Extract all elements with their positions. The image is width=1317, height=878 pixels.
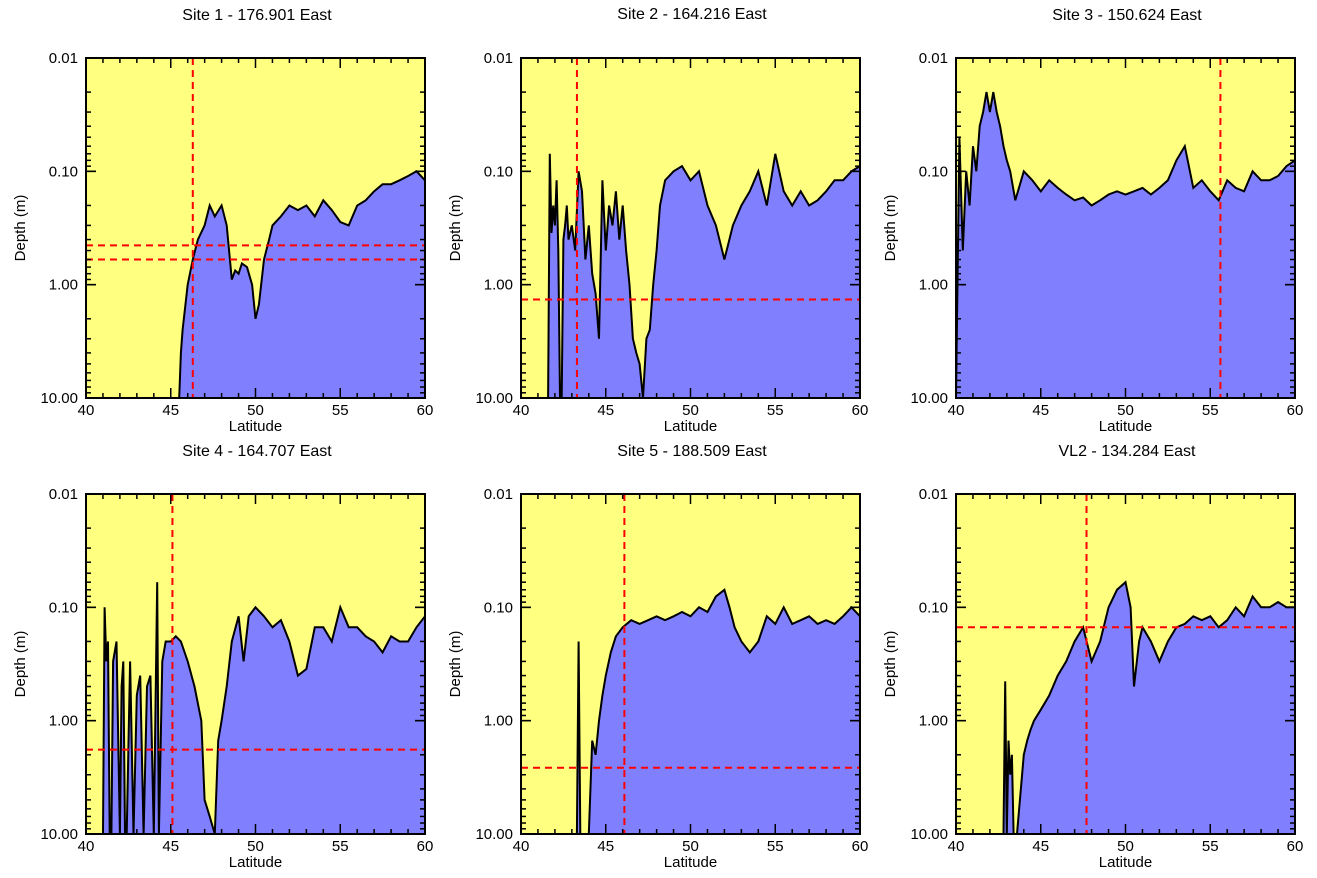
y-tick-label: 0.01: [49, 486, 78, 503]
x-axis-label: Latitude: [1099, 854, 1152, 871]
x-tick-label: 60: [1287, 838, 1304, 855]
depth-area: [1003, 582, 1295, 834]
chart-panel-1: Site 1 - 176.901 East 40 45 50 55 60 0.01 0.10…: [0, 0, 440, 440]
y-tick-label: 0.10: [49, 163, 78, 180]
chart-svg: 40 45 50 55 60 0.01 0.10 1.00 10.00 Latitude Depth…: [882, 486, 1304, 871]
y-tick-label: 1.00: [484, 277, 513, 294]
y-tick-label: 1.00: [919, 277, 948, 294]
depth-profile-line: [102, 582, 426, 835]
depth-area: [179, 171, 425, 398]
y-tick-label: 0.10: [49, 599, 78, 616]
y-axis-label: Depth (m): [447, 631, 464, 698]
chart-title: VL2 - 134.284 East: [1058, 443, 1196, 460]
x-tick-label: 60: [417, 402, 434, 419]
x-tick-label: 55: [1202, 402, 1219, 419]
x-tick-label: 60: [852, 402, 869, 419]
x-tick-label: 50: [682, 402, 699, 419]
chart-panel-2: Site 2 - 164.216 East 40 45 50 55 60 0.01 0.10…: [435, 0, 875, 440]
chart-title: Site 1 - 176.901 East: [182, 7, 332, 24]
y-tick-label: 10.00: [40, 826, 78, 843]
x-tick-label: 45: [597, 838, 614, 855]
y-tick-label: 10.00: [910, 390, 948, 407]
y-axis-label: Depth (m): [447, 195, 464, 262]
x-tick-label: 40: [948, 838, 965, 855]
x-tick-label: 40: [78, 838, 95, 855]
x-tick-label: 45: [597, 402, 614, 419]
y-tick-label: 10.00: [475, 390, 513, 407]
y-tick-label: 0.10: [919, 163, 948, 180]
y-tick-label: 10.00: [475, 826, 513, 843]
depth-area: [956, 92, 1295, 398]
x-tick-label: 50: [682, 838, 699, 855]
y-axis-label: Depth (m): [882, 631, 899, 698]
depth-area: [576, 589, 860, 834]
x-tick-label: 50: [247, 838, 264, 855]
x-tick-label: 60: [852, 838, 869, 855]
y-tick-label: 0.01: [484, 486, 513, 503]
y-tick-label: 0.10: [484, 163, 513, 180]
x-tick-label: 50: [1117, 838, 1134, 855]
chart-svg: 40 45 50 55 60 0.01 0.10 1.00 10.00 Latitude Depth…: [447, 50, 869, 435]
x-axis-label: Latitude: [229, 854, 282, 871]
y-tick-label: 0.01: [919, 50, 948, 67]
chart-panel-5: Site 5 - 188.509 East 40 45 50 55 60 0.01 0.10…: [435, 436, 875, 876]
x-tick-label: 60: [1287, 402, 1304, 419]
depth-profile-line: [955, 91, 1296, 399]
chart-svg: 40 45 50 55 60 0.01 0.10 1.00 10.00 Latitude Depth…: [12, 50, 434, 435]
y-axis-label: Depth (m): [12, 631, 29, 698]
x-axis-label: Latitude: [1099, 418, 1152, 435]
x-tick-label: 40: [78, 402, 95, 419]
chart-title: Site 5 - 188.509 East: [617, 443, 767, 460]
x-tick-label: 40: [513, 838, 530, 855]
chart-title: Site 3 - 150.624 East: [1052, 7, 1202, 24]
x-tick-label: 45: [162, 402, 179, 419]
x-tick-label: 55: [332, 838, 349, 855]
depth-profile-line: [178, 170, 426, 399]
x-tick-label: 45: [1032, 838, 1049, 855]
depth-profile-line: [547, 153, 861, 399]
depth-area: [548, 153, 860, 398]
x-tick-label: 50: [1117, 402, 1134, 419]
y-tick-label: 0.10: [919, 599, 948, 616]
x-tick-label: 50: [247, 402, 264, 419]
y-axis-label: Depth (m): [12, 195, 29, 262]
x-tick-label: 40: [948, 402, 965, 419]
x-axis-label: Latitude: [229, 418, 282, 435]
chart-title: Site 2 - 164.216 East: [617, 6, 767, 23]
y-tick-label: 0.01: [919, 486, 948, 503]
y-tick-label: 1.00: [49, 277, 78, 294]
y-tick-label: 0.10: [484, 599, 513, 616]
y-tick-label: 1.00: [49, 713, 78, 730]
chart-svg: 40 45 50 55 60 0.01 0.10 1.00 10.00 Latitude Depth…: [882, 50, 1304, 435]
x-tick-label: 40: [513, 402, 530, 419]
depth-area: [102, 582, 425, 834]
x-axis-label: Latitude: [664, 418, 717, 435]
x-tick-label: 55: [332, 402, 349, 419]
x-tick-label: 55: [767, 838, 784, 855]
y-tick-label: 10.00: [40, 390, 78, 407]
y-tick-label: 0.01: [484, 50, 513, 67]
chart-panel-6: VL2 - 134.284 East 40 45 50 55 60 0.01 0.10 1.0…: [870, 436, 1310, 876]
y-tick-label: 10.00: [910, 826, 948, 843]
y-tick-label: 1.00: [919, 713, 948, 730]
x-tick-label: 55: [767, 402, 784, 419]
x-tick-label: 45: [162, 838, 179, 855]
chart-title: Site 4 - 164.707 East: [182, 443, 332, 460]
y-tick-label: 1.00: [484, 713, 513, 730]
x-tick-label: 60: [417, 838, 434, 855]
x-axis-label: Latitude: [664, 854, 717, 871]
y-axis-label: Depth (m): [882, 195, 899, 262]
x-tick-label: 45: [1032, 402, 1049, 419]
chart-svg: 40 45 50 55 60 0.01 0.10 1.00 10.00 Latitude Depth…: [12, 486, 434, 871]
depth-profile-line: [575, 588, 861, 835]
x-tick-label: 55: [1202, 838, 1219, 855]
chart-panel-3: Site 3 - 150.624 East 40 45 50 55 60 0.01 0.10…: [870, 0, 1310, 440]
chart-svg: 40 45 50 55 60 0.01 0.10 1.00 10.00 Latitude Depth…: [447, 486, 869, 871]
y-tick-label: 0.01: [49, 50, 78, 67]
chart-panel-4: Site 4 - 164.707 East 40 45 50 55 60 0.01 0.10…: [0, 436, 440, 876]
